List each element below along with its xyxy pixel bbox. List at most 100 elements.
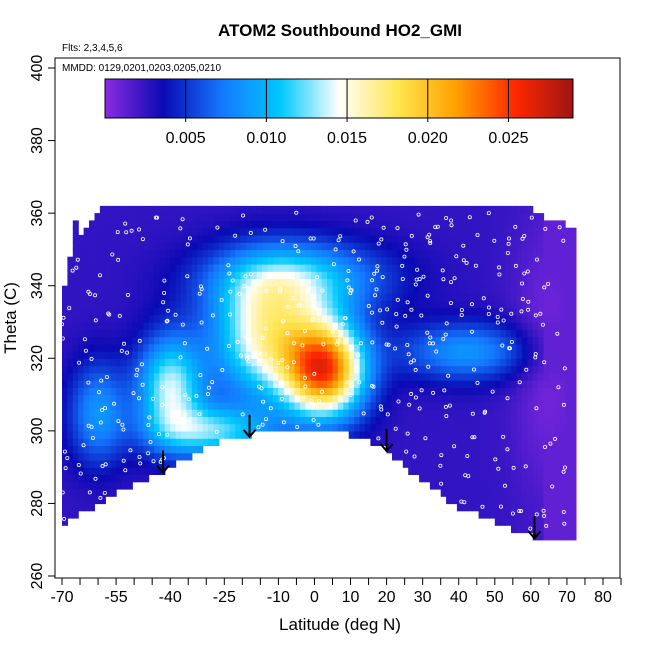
heatmap-cell xyxy=(381,380,388,388)
heatmap-cell xyxy=(72,322,79,330)
heatmap-cell xyxy=(170,343,177,352)
heatmap-cell xyxy=(354,322,361,330)
heatmap-cell xyxy=(245,322,252,330)
heatmap-cell xyxy=(527,430,534,439)
heatmap-cell xyxy=(213,205,220,214)
heatmap-cell xyxy=(121,256,128,265)
heatmap-cell xyxy=(559,227,566,236)
heatmap-cell xyxy=(484,336,490,345)
heatmap-cell xyxy=(440,459,447,468)
heatmap-cell xyxy=(489,372,496,381)
sample-point xyxy=(434,349,439,354)
heatmap-cell xyxy=(332,205,339,214)
heatmap-cell xyxy=(413,351,420,359)
heatmap-cell xyxy=(229,293,236,301)
heatmap-cell xyxy=(148,234,155,243)
sample-point xyxy=(376,436,381,441)
heatmap-cell xyxy=(489,307,496,316)
heatmap-cell xyxy=(218,430,225,439)
heatmap-cell xyxy=(94,220,101,229)
heatmap-cell xyxy=(565,300,572,309)
heatmap-cell xyxy=(208,213,215,221)
heatmap-cell xyxy=(451,488,458,497)
sample-point xyxy=(378,404,383,409)
heatmap-cell xyxy=(505,438,512,446)
heatmap-cell xyxy=(467,452,474,461)
heatmap-cell xyxy=(446,496,453,505)
heatmap-cell xyxy=(462,387,469,396)
heatmap-cell xyxy=(532,234,539,243)
heatmap-cell xyxy=(419,322,426,330)
heatmap-cell xyxy=(170,416,177,425)
heatmap-cell xyxy=(137,256,144,265)
heatmap-cell xyxy=(186,263,193,272)
heatmap-cell xyxy=(105,234,112,243)
heatmap-cell xyxy=(521,372,528,381)
heatmap-cell xyxy=(143,307,150,316)
heatmap-cell xyxy=(327,394,334,403)
heatmap-cell xyxy=(440,387,447,396)
heatmap-cell xyxy=(359,358,366,367)
heatmap-cell xyxy=(516,256,523,265)
heatmap-cell xyxy=(305,205,312,214)
heatmap-cell xyxy=(83,249,90,258)
heatmap-cell xyxy=(500,322,507,330)
sample-point xyxy=(82,337,87,342)
heatmap-cell xyxy=(570,525,577,534)
heatmap-cell xyxy=(181,343,187,352)
x-axis: -70 -55 -40 -25 -10 10 20 30 40 50 60 70 800 xyxy=(50,578,622,606)
heatmap-cell xyxy=(397,387,404,396)
heatmap-cell xyxy=(283,293,290,301)
heatmap-cell xyxy=(72,459,79,468)
heatmap-cell xyxy=(105,358,112,367)
heatmap-cell xyxy=(83,285,90,294)
heatmap-cell xyxy=(494,213,501,221)
heatmap-cell xyxy=(521,496,528,505)
heatmap-cell xyxy=(386,351,393,359)
heatmap-cell xyxy=(337,205,344,214)
heatmap-cell xyxy=(202,329,209,338)
heatmap-cell xyxy=(121,234,128,243)
heatmap-cell xyxy=(121,430,128,439)
heatmap-cell xyxy=(548,517,555,526)
heatmap-cell xyxy=(559,394,566,403)
heatmap-cell xyxy=(548,358,555,367)
heatmap-cell xyxy=(505,510,512,519)
heatmap-cell xyxy=(159,314,166,323)
heatmap-cell xyxy=(256,401,263,410)
heatmap-cell xyxy=(148,380,155,388)
heatmap-cell xyxy=(516,423,523,432)
heatmap-cell xyxy=(505,293,512,301)
heatmap-cell xyxy=(348,343,355,352)
heatmap-cell xyxy=(251,249,258,258)
heatmap-cell xyxy=(262,314,269,323)
sample-point xyxy=(256,351,261,356)
heatmap-cell xyxy=(105,416,112,425)
heatmap-cell xyxy=(381,365,388,374)
heatmap-cell xyxy=(413,271,420,280)
sample-point xyxy=(439,481,444,486)
heatmap-cell xyxy=(283,271,290,280)
heatmap-cell xyxy=(164,365,171,374)
heatmap-cell xyxy=(235,416,242,425)
heatmap-cell xyxy=(467,343,474,352)
heatmap-cell xyxy=(570,263,577,272)
heatmap-cell xyxy=(126,256,133,265)
heatmap-cell xyxy=(305,394,312,403)
heatmap-cell xyxy=(186,227,193,236)
heatmap-cell xyxy=(72,380,79,388)
sample-point xyxy=(102,490,107,495)
heatmap-cell xyxy=(148,213,155,221)
heatmap-cell xyxy=(419,227,426,236)
heatmap-cell xyxy=(229,416,236,425)
sample-point xyxy=(162,290,167,295)
heatmap-cell xyxy=(132,474,139,483)
heatmap-cell xyxy=(83,430,90,439)
heatmap-cell xyxy=(67,256,74,265)
sample-point xyxy=(245,356,250,361)
heatmap-cell xyxy=(67,445,74,454)
heatmap-cell xyxy=(505,416,512,425)
heatmap-cell xyxy=(521,481,528,490)
heatmap-cell xyxy=(429,365,436,374)
sample-point xyxy=(421,274,426,279)
